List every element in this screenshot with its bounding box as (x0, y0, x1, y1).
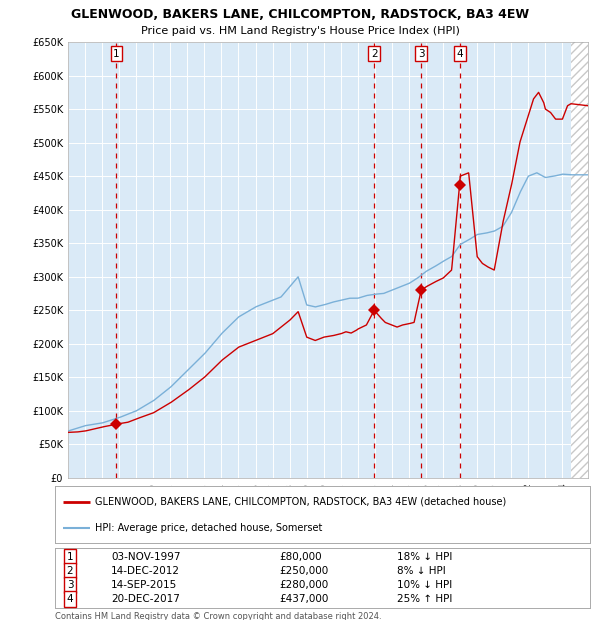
Text: 2: 2 (67, 566, 73, 576)
Text: 20-DEC-2017: 20-DEC-2017 (111, 594, 180, 604)
Text: GLENWOOD, BAKERS LANE, CHILCOMPTON, RADSTOCK, BA3 4EW: GLENWOOD, BAKERS LANE, CHILCOMPTON, RADS… (71, 8, 529, 21)
Text: £437,000: £437,000 (280, 594, 329, 604)
Text: 3: 3 (418, 49, 424, 59)
Text: HPI: Average price, detached house, Somerset: HPI: Average price, detached house, Some… (95, 523, 323, 533)
Text: £250,000: £250,000 (280, 566, 329, 576)
Text: 10% ↓ HPI: 10% ↓ HPI (397, 580, 452, 590)
Text: 2: 2 (371, 49, 377, 59)
Text: 25% ↑ HPI: 25% ↑ HPI (397, 594, 453, 604)
Text: 8% ↓ HPI: 8% ↓ HPI (397, 566, 446, 576)
Text: 18% ↓ HPI: 18% ↓ HPI (397, 552, 453, 562)
Text: £280,000: £280,000 (280, 580, 329, 590)
Text: Contains HM Land Registry data © Crown copyright and database right 2024.
This d: Contains HM Land Registry data © Crown c… (55, 612, 382, 620)
Text: GLENWOOD, BAKERS LANE, CHILCOMPTON, RADSTOCK, BA3 4EW (detached house): GLENWOOD, BAKERS LANE, CHILCOMPTON, RADS… (95, 497, 506, 507)
Text: £80,000: £80,000 (280, 552, 322, 562)
Text: 3: 3 (67, 580, 73, 590)
Text: Price paid vs. HM Land Registry's House Price Index (HPI): Price paid vs. HM Land Registry's House … (140, 26, 460, 36)
Text: 14-SEP-2015: 14-SEP-2015 (111, 580, 178, 590)
Text: 4: 4 (67, 594, 73, 604)
Text: 1: 1 (113, 49, 120, 59)
Text: 1: 1 (67, 552, 73, 562)
Text: 03-NOV-1997: 03-NOV-1997 (111, 552, 181, 562)
Text: 14-DEC-2012: 14-DEC-2012 (111, 566, 180, 576)
Text: 4: 4 (457, 49, 463, 59)
